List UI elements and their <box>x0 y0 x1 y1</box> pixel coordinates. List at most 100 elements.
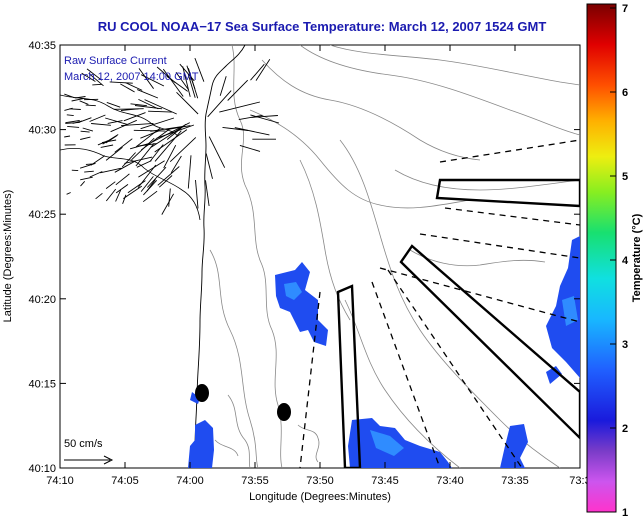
current-vector <box>105 188 117 202</box>
y-axis: 40:35 40:30 40:25 40:20 40:15 40:10 <box>28 40 580 475</box>
current-vector <box>114 160 136 173</box>
current-vector <box>138 160 165 178</box>
current-vector <box>140 117 175 130</box>
current-vector <box>75 96 86 99</box>
current-vector <box>138 68 154 89</box>
current-vector <box>120 108 139 111</box>
current-vector <box>208 136 226 168</box>
current-vector <box>187 155 192 189</box>
current-vector <box>195 179 199 209</box>
current-vector <box>65 120 80 124</box>
overlay-label: Raw Surface Current <box>64 55 167 67</box>
current-vector <box>207 90 232 118</box>
current-vector <box>100 144 114 148</box>
current-vector <box>67 125 80 128</box>
current-vector <box>105 117 128 125</box>
y-tick-label: 40:30 <box>28 125 56 137</box>
map-title: RU COOL NOAA−17 Sea Surface Temperature:… <box>97 19 547 34</box>
current-vector <box>157 166 180 186</box>
current-vector <box>123 185 143 199</box>
current-vector <box>84 170 94 173</box>
current-vector <box>187 74 196 98</box>
current-vector <box>140 130 160 139</box>
current-vector <box>71 98 84 102</box>
colorbar-tick-label: 6 <box>622 87 628 99</box>
current-vector <box>255 59 271 81</box>
current-vector <box>124 156 153 164</box>
x-tick-label: 73:55 <box>241 475 269 487</box>
x-tick-label: 74:10 <box>46 475 74 487</box>
colorbar-tick-label: 1 <box>622 507 628 518</box>
current-vector <box>238 114 263 121</box>
scale-arrow-head <box>103 455 114 465</box>
current-vector <box>89 114 106 122</box>
current-vector <box>64 93 75 99</box>
current-vector <box>136 160 152 168</box>
current-vector <box>86 68 103 81</box>
current-vector <box>92 83 103 86</box>
x-tick-label: 73:3 <box>569 475 590 487</box>
current-vectors <box>64 57 280 215</box>
y-tick-label: 40:15 <box>28 378 56 390</box>
current-vector <box>146 166 167 188</box>
current-vector <box>156 124 195 139</box>
coastline <box>193 45 246 468</box>
x-tick-label: 73:35 <box>501 475 529 487</box>
current-vector <box>66 192 71 195</box>
current-vector <box>69 108 81 110</box>
current-vector <box>175 71 189 91</box>
bathymetry-contours <box>209 45 580 468</box>
current-vector <box>137 89 159 99</box>
x-tick-label: 73:40 <box>436 475 464 487</box>
current-vector <box>163 144 177 169</box>
inland-shore <box>60 148 201 221</box>
current-vector <box>144 99 177 115</box>
current-vector <box>162 68 184 97</box>
overlay-date: March 12, 2007 14:00 GMT <box>64 71 199 83</box>
current-vector <box>107 120 123 124</box>
current-vector <box>88 72 104 87</box>
colorbar-tick-label: 2 <box>622 423 628 435</box>
current-vector <box>109 81 133 84</box>
current-vector <box>64 135 71 138</box>
current-vector <box>65 121 80 124</box>
current-vector <box>194 57 205 82</box>
x-tick-label: 74:05 <box>111 475 139 487</box>
current-vector <box>227 79 249 101</box>
current-vector <box>89 171 103 178</box>
current-vector <box>250 114 280 124</box>
current-vector <box>138 98 159 110</box>
current-vector <box>168 188 171 207</box>
current-vector <box>219 76 227 96</box>
current-vector <box>121 122 154 127</box>
scale-label: 50 cm/s <box>64 438 103 450</box>
current-vector <box>105 135 118 144</box>
current-vector <box>110 119 137 133</box>
x-axis-label: Longitude (Degrees:Minutes) <box>249 491 391 503</box>
x-tick-label: 74:00 <box>176 475 204 487</box>
radar-sector-boxes <box>336 178 580 468</box>
current-vector <box>187 68 199 99</box>
current-vector <box>121 152 136 168</box>
current-vector <box>146 179 156 192</box>
current-vector <box>113 108 144 110</box>
current-vector <box>176 91 199 115</box>
current-vector <box>148 110 173 113</box>
current-vector <box>166 125 191 131</box>
colorbar <box>586 3 617 513</box>
current-vector <box>115 184 129 194</box>
current-vector <box>81 72 96 82</box>
current-vector <box>82 127 94 132</box>
x-axis: 74:10 74:05 74:00 73:55 73:50 73:45 73:40 73:35… <box>46 45 591 487</box>
current-vector <box>135 142 155 167</box>
current-vector <box>127 180 146 194</box>
current-vector <box>80 130 90 133</box>
site-marker-east <box>277 403 291 421</box>
current-vector <box>66 114 74 117</box>
current-vector <box>114 138 133 153</box>
colorbar-tick-label: 4 <box>622 255 629 267</box>
current-vector <box>100 167 122 174</box>
current-vector <box>115 173 130 186</box>
site-marker-west <box>195 384 209 402</box>
current-vector <box>169 137 197 163</box>
